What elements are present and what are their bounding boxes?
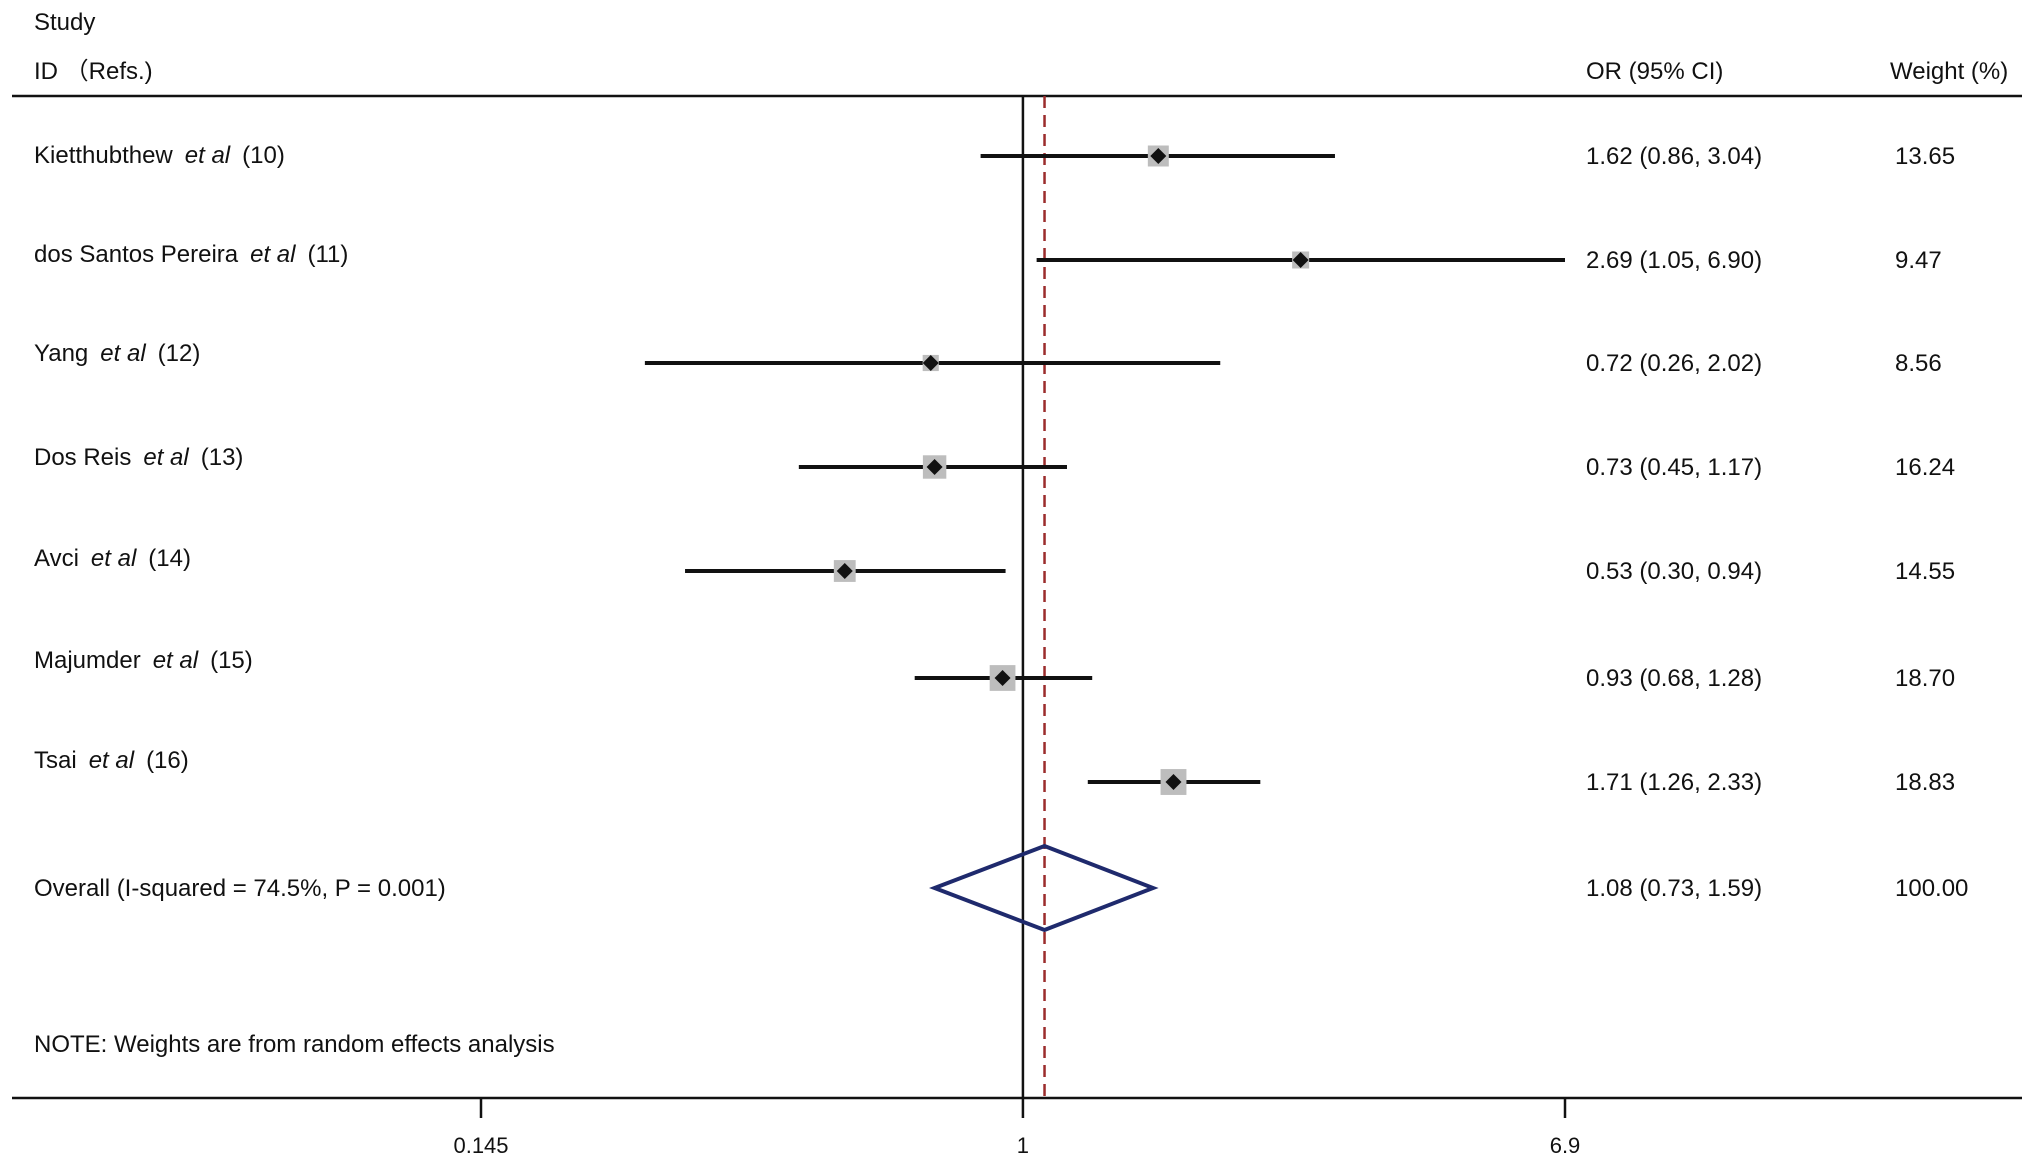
point-estimate <box>922 355 939 371</box>
study-name: Yang <box>34 340 88 367</box>
header-or-ci: OR (95% CI) <box>1586 58 1723 85</box>
x-tick-label: 6.9 <box>1550 1133 1581 1158</box>
study-label: Dos Reis et al (13) <box>34 444 243 471</box>
overall-weight: 100.00 <box>1895 875 1968 902</box>
study-label: Yang et al (12) <box>34 340 200 367</box>
point-estimate <box>926 459 943 475</box>
study-ref: (11) <box>308 241 349 268</box>
study-etal: et al <box>143 444 189 471</box>
study-ref: (14) <box>148 545 191 572</box>
or-ci-value: 1.62 (0.86, 3.04) <box>1586 143 1762 170</box>
or-ci-value: 2.69 (1.05, 6.90) <box>1586 247 1762 274</box>
study-name: Majumder <box>34 647 141 674</box>
or-ci-value: 0.53 (0.30, 0.94) <box>1586 558 1762 585</box>
study-label: Kietthubthew et al (10) <box>34 142 285 169</box>
study-label: Tsai et al (16) <box>34 747 189 774</box>
study-name: Tsai <box>34 747 77 774</box>
study-row: Majumder et al (15) 0.93 (0.68, 1.28) 18.70 <box>34 647 1955 692</box>
weight-value: 8.56 <box>1895 350 1942 377</box>
study-label: Avci et al (14) <box>34 545 191 572</box>
study-name: Kietthubthew <box>34 142 173 169</box>
weight-value: 18.70 <box>1895 665 1955 692</box>
study-etal: et al <box>185 142 231 169</box>
weight-value: 14.55 <box>1895 558 1955 585</box>
study-ref: (10) <box>242 142 285 169</box>
header-study: Study <box>34 9 95 36</box>
study-row: Kietthubthew et al (10) 1.62 (0.86, 3.04) 13… <box>34 142 1955 170</box>
study-etal: et al <box>250 241 296 268</box>
study-name: Dos Reis <box>34 444 131 471</box>
study-row: dos Santos Pereira et al (11) 2.69 (1.05, 6… <box>34 241 1942 274</box>
study-row: Dos Reis et al (13) 0.73 (0.45, 1.17) 16.24 <box>34 444 1955 481</box>
header-id-refs: ID （Refs.) <box>34 58 153 85</box>
or-ci-value: 1.71 (1.26, 2.33) <box>1586 769 1762 796</box>
overall-or-ci: 1.08 (0.73, 1.59) <box>1586 875 1762 902</box>
or-ci-value: 0.72 (0.26, 2.02) <box>1586 350 1762 377</box>
study-etal: et al <box>91 545 137 572</box>
study-label: dos Santos Pereira et al (11) <box>34 241 348 268</box>
weight-value: 9.47 <box>1895 247 1942 274</box>
weight-value: 13.65 <box>1895 143 1955 170</box>
point-estimate <box>1165 774 1182 790</box>
study-ref: (16) <box>146 747 189 774</box>
study-etal: et al <box>89 747 135 774</box>
study-label: Majumder et al (15) <box>34 647 253 674</box>
overall-label: Overall (I-squared = 74.5%, P = 0.001) <box>34 875 446 902</box>
x-tick-label: 0.145 <box>453 1133 508 1158</box>
study-etal: et al <box>153 647 199 674</box>
point-estimate <box>1150 148 1167 164</box>
overall-diamond <box>929 843 1159 933</box>
study-row: Yang et al (12) 0.72 (0.26, 2.02) 8.56 <box>34 340 1942 377</box>
study-name: Avci <box>34 545 79 572</box>
study-ref: (13) <box>201 444 244 471</box>
point-estimate <box>836 563 853 579</box>
study-row: Avci et al (14) 0.53 (0.30, 0.94) 14.55 <box>34 545 1955 585</box>
or-ci-value: 0.73 (0.45, 1.17) <box>1586 454 1762 481</box>
study-row: Tsai et al (16) 1.71 (1.26, 2.33) 18.83 <box>34 747 1955 796</box>
weight-value: 18.83 <box>1895 769 1955 796</box>
study-ref: (15) <box>210 647 253 674</box>
or-ci-value: 0.93 (0.68, 1.28) <box>1586 665 1762 692</box>
x-tick-label: 1 <box>1017 1133 1029 1158</box>
study-etal: et al <box>100 340 146 367</box>
header-weight: Weight (%) <box>1890 58 2008 85</box>
point-estimate <box>1292 252 1309 268</box>
study-ref: (12) <box>158 340 201 367</box>
study-name: dos Santos Pereira <box>34 241 239 268</box>
weight-value: 16.24 <box>1895 454 1955 481</box>
point-estimate <box>994 670 1011 686</box>
note-text: NOTE: Weights are from random effects an… <box>34 1031 555 1058</box>
